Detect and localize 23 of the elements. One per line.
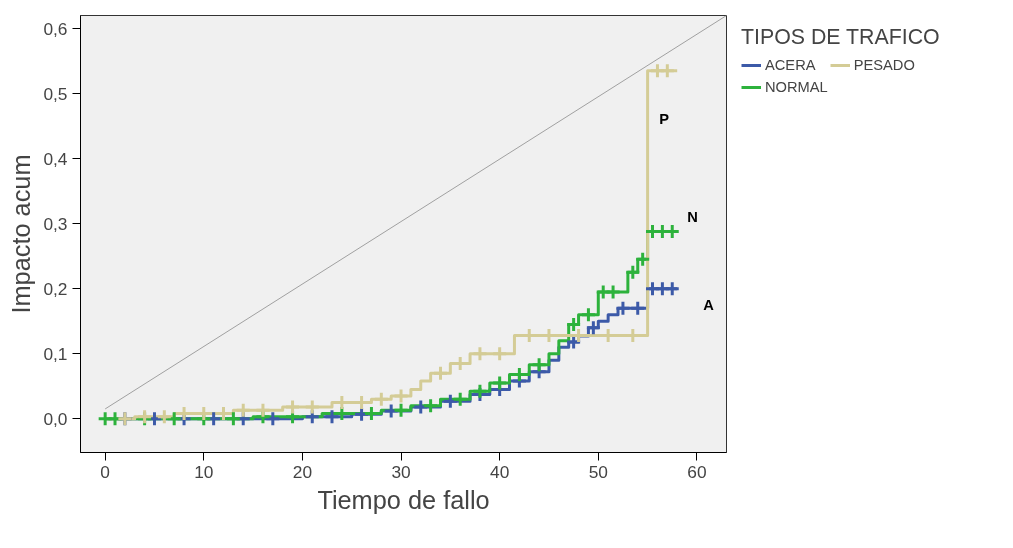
x-tick-label: 60 [687, 461, 707, 482]
y-tick-label: 0,0 [43, 408, 68, 429]
legend-label: ACERA [765, 57, 816, 73]
x-tick-label: 0 [100, 461, 110, 482]
y-tick-label: 0,2 [43, 278, 68, 299]
x-tick-label: 30 [391, 461, 411, 482]
annotation: A [703, 296, 715, 313]
y-tick-label: 0,5 [43, 83, 68, 104]
x-tick-label: 20 [292, 461, 313, 482]
x-axis-title: Tiempo de fallo [317, 485, 490, 514]
legend-title: TIPOS DE TRAFICO [741, 25, 940, 50]
x-tick-label: 40 [490, 461, 510, 482]
y-tick-label: 0,3 [43, 213, 68, 234]
y-tick-label: 0,1 [43, 343, 68, 364]
x-tick-label: 10 [194, 461, 214, 482]
y-axis-title: Impacto acum [7, 154, 36, 314]
x-tick-label: 50 [588, 461, 608, 482]
legend-label: PESADO [853, 57, 915, 73]
annotation: P [659, 110, 670, 127]
y-tick-label: 0,4 [43, 148, 68, 169]
y-tick-label: 0,6 [43, 18, 68, 39]
annotation: N [687, 209, 698, 226]
legend-label: NORMAL [765, 79, 828, 95]
